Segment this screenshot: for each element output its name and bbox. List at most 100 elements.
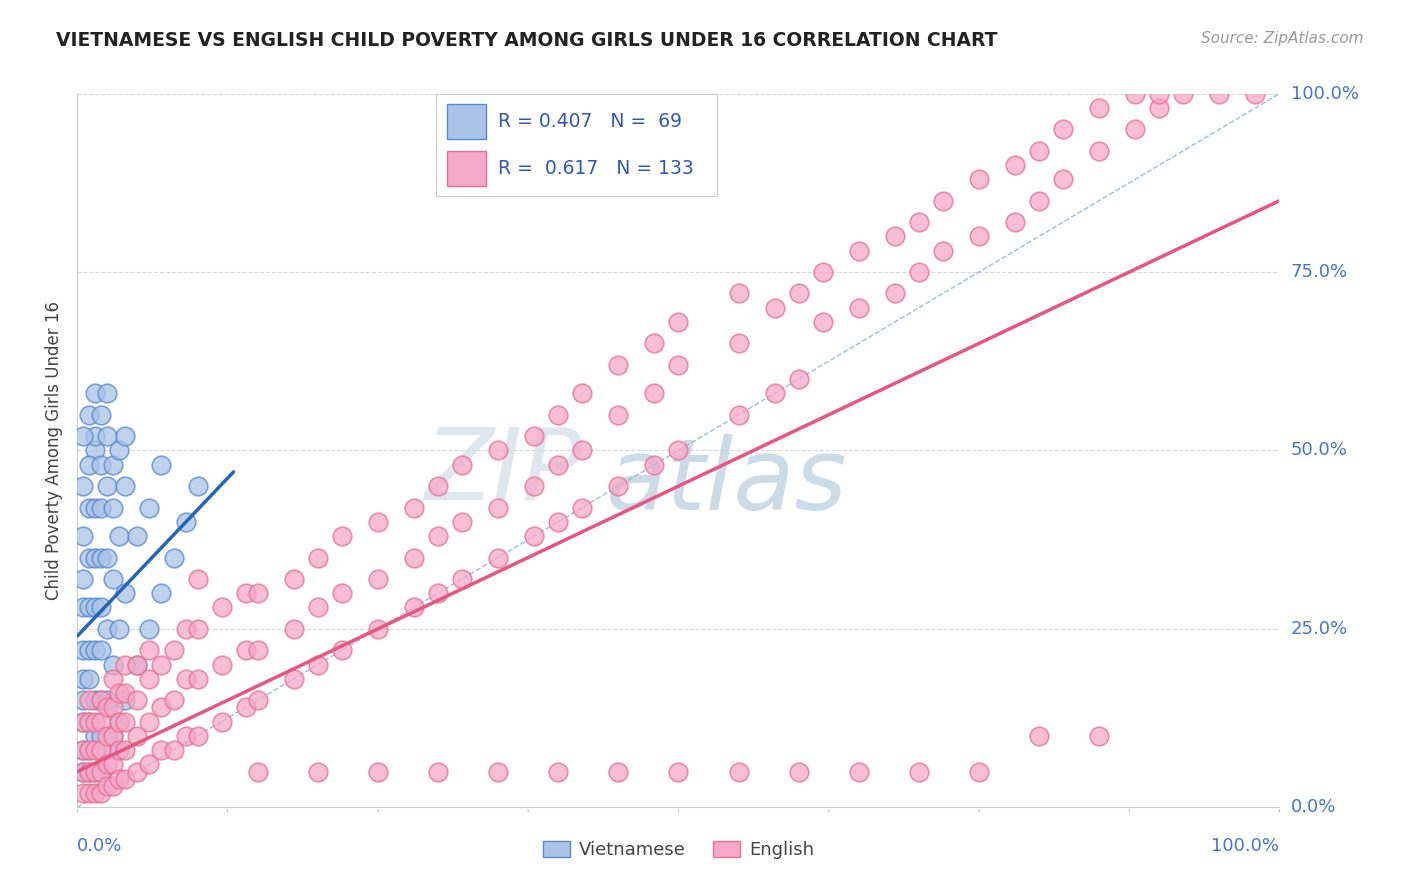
- Point: [486, 550, 509, 565]
- Point: [96, 700, 118, 714]
- Point: [763, 386, 786, 401]
- Point: [96, 550, 118, 565]
- Point: [90, 729, 112, 743]
- Legend: Vietnamese, English: Vietnamese, English: [536, 833, 821, 866]
- Point: [79, 786, 101, 800]
- Point: [79, 458, 101, 472]
- Point: [127, 764, 149, 779]
- Point: [763, 301, 786, 315]
- Point: [108, 622, 131, 636]
- Point: [103, 572, 125, 586]
- Point: [307, 550, 329, 565]
- Point: [90, 643, 112, 657]
- Point: [162, 693, 184, 707]
- Point: [283, 572, 305, 586]
- Point: [1028, 729, 1050, 743]
- Point: [84, 386, 107, 401]
- Point: [103, 729, 125, 743]
- Point: [908, 215, 931, 229]
- Point: [547, 408, 569, 422]
- Point: [1088, 144, 1111, 158]
- Point: [811, 315, 834, 329]
- Point: [668, 443, 690, 458]
- Point: [84, 429, 107, 443]
- Point: [79, 643, 101, 657]
- Point: [79, 550, 101, 565]
- Point: [96, 729, 118, 743]
- Point: [427, 529, 450, 543]
- Point: [727, 286, 749, 301]
- Text: VIETNAMESE VS ENGLISH CHILD POVERTY AMONG GIRLS UNDER 16 CORRELATION CHART: VIETNAMESE VS ENGLISH CHILD POVERTY AMON…: [56, 31, 998, 50]
- Point: [108, 443, 131, 458]
- Point: [235, 643, 257, 657]
- Point: [427, 764, 450, 779]
- Point: [72, 429, 94, 443]
- Point: [1208, 87, 1230, 101]
- Point: [162, 743, 184, 757]
- Point: [848, 764, 870, 779]
- Point: [150, 586, 173, 600]
- Point: [72, 693, 94, 707]
- Point: [90, 408, 112, 422]
- Point: [235, 586, 257, 600]
- Point: [150, 743, 173, 757]
- Point: [883, 229, 905, 244]
- Y-axis label: Child Poverty Among Girls Under 16: Child Poverty Among Girls Under 16: [45, 301, 63, 600]
- Point: [571, 386, 593, 401]
- Point: [451, 458, 474, 472]
- Point: [84, 729, 107, 743]
- Point: [607, 479, 630, 493]
- Point: [138, 643, 160, 657]
- Point: [787, 286, 810, 301]
- Point: [90, 550, 112, 565]
- Point: [103, 729, 125, 743]
- Point: [138, 757, 160, 772]
- Point: [571, 500, 593, 515]
- Point: [84, 550, 107, 565]
- Point: [486, 764, 509, 779]
- Point: [643, 336, 665, 351]
- Point: [138, 622, 160, 636]
- Point: [114, 657, 136, 672]
- Point: [79, 714, 101, 729]
- Text: 50.0%: 50.0%: [1291, 442, 1347, 459]
- Point: [72, 743, 94, 757]
- Point: [547, 458, 569, 472]
- Point: [402, 500, 425, 515]
- Point: [1123, 122, 1146, 136]
- Point: [127, 657, 149, 672]
- Point: [72, 764, 94, 779]
- Point: [307, 600, 329, 615]
- Point: [162, 643, 184, 657]
- Point: [72, 600, 94, 615]
- Point: [908, 265, 931, 279]
- Point: [1004, 215, 1026, 229]
- Point: [96, 779, 118, 793]
- Point: [1052, 172, 1074, 186]
- Point: [1123, 87, 1146, 101]
- Point: [307, 657, 329, 672]
- Point: [127, 657, 149, 672]
- Point: [79, 743, 101, 757]
- Point: [1028, 144, 1050, 158]
- Point: [103, 657, 125, 672]
- Point: [211, 714, 233, 729]
- Point: [283, 622, 305, 636]
- Point: [1244, 87, 1267, 101]
- Point: [96, 743, 118, 757]
- Point: [186, 479, 209, 493]
- Text: Source: ZipAtlas.com: Source: ZipAtlas.com: [1201, 31, 1364, 46]
- Point: [114, 714, 136, 729]
- Point: [174, 672, 197, 686]
- Point: [1149, 101, 1171, 115]
- Point: [967, 172, 990, 186]
- Point: [402, 550, 425, 565]
- Point: [96, 757, 118, 772]
- Text: 100.0%: 100.0%: [1291, 85, 1358, 103]
- Point: [787, 764, 810, 779]
- Text: ZIP: ZIP: [425, 424, 582, 520]
- Point: [90, 693, 112, 707]
- Point: [727, 764, 749, 779]
- Point: [108, 772, 131, 786]
- Point: [150, 458, 173, 472]
